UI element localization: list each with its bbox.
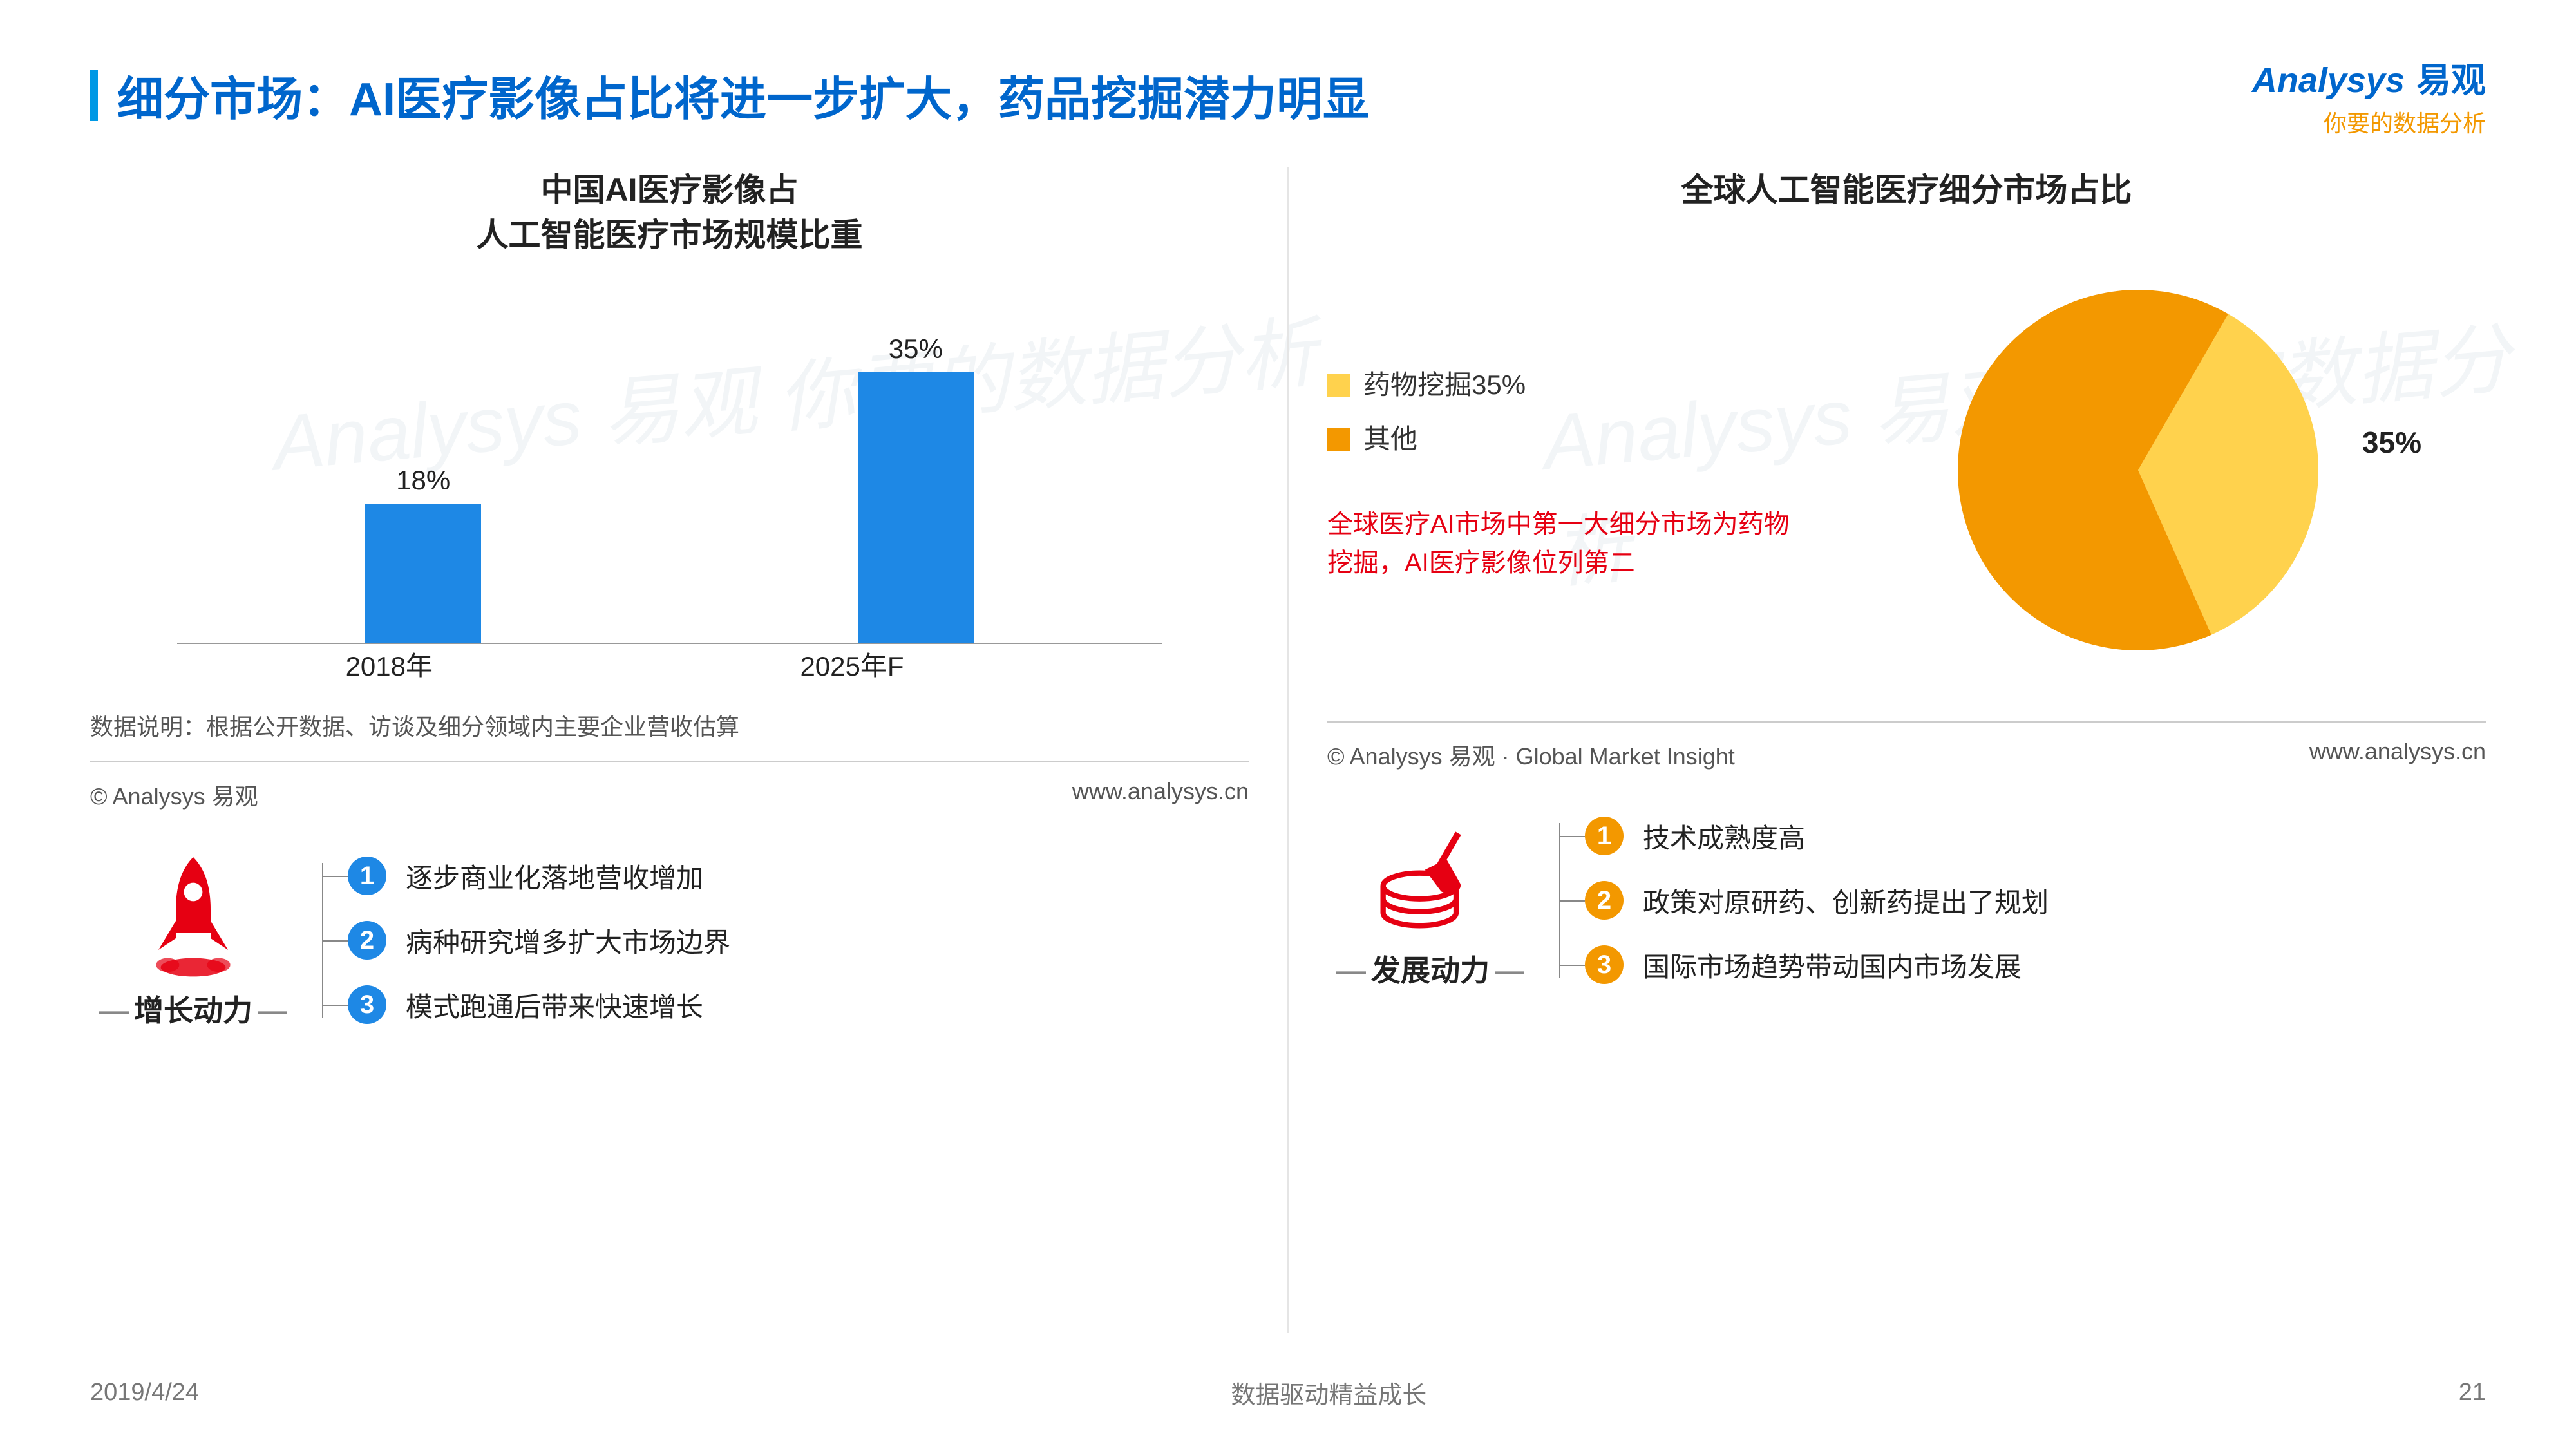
growth-driver-list: 1 逐步商业化落地营收增加 2 病种研究增多扩大市场边界 3 模式跑通后带来快速增长	[296, 844, 1249, 1037]
driver-num: 2	[348, 921, 386, 960]
driver-item-1: 1 技术成熟度高	[1585, 804, 2486, 868]
driver-num: 1	[348, 857, 386, 895]
legend-item: 其他	[1327, 412, 1791, 466]
left-column: 中国AI医疗影像占 人工智能医疗市场规模比重 18% 35% 2018年 2025年…	[90, 167, 1287, 1333]
bar-x-label: 2025年F	[788, 645, 916, 684]
footer: 2019/4/24 数据驱动精益成长 21	[90, 1375, 2486, 1410]
pie-note: 全球医疗AI市场中第一大细分市场为药物挖掘，AI医疗影像位列第二	[1327, 505, 1791, 582]
logo-cn: 易观	[2416, 61, 2486, 100]
footer-date: 2019/4/24	[90, 1379, 199, 1406]
bar-0: 18%	[359, 465, 488, 643]
pie-area: 药物挖掘35%其他 全球医疗AI市场中第一大细分市场为药物挖掘，AI医疗影像位列…	[1327, 238, 2486, 702]
driver-text: 模式跑通后带来快速增长	[406, 985, 703, 1025]
driver-text: 逐步商业化落地营收增加	[406, 857, 703, 896]
footer-page: 21	[2459, 1379, 2486, 1406]
bar-chart-title: 中国AI医疗影像占 人工智能医疗市场规模比重	[90, 167, 1249, 258]
driver-text: 病种研究增多扩大市场边界	[406, 921, 730, 960]
driver-text: 技术成熟度高	[1643, 817, 1805, 856]
legend-swatch	[1327, 428, 1350, 451]
content: 中国AI医疗影像占 人工智能医疗市场规模比重 18% 35% 2018年 2025年…	[90, 167, 2486, 1333]
driver-item-3: 3 模式跑通后带来快速增长	[348, 972, 1249, 1037]
header: 细分市场：AI医疗影像占比将进一步扩大，药品挖掘潜力明显 Analysys 易观 …	[90, 52, 2486, 138]
legend-label: 药物挖掘35%	[1363, 358, 1526, 412]
legend-label: 其他	[1363, 412, 1417, 466]
driver-num: 2	[1585, 881, 1624, 920]
bar-1: 35%	[851, 334, 980, 643]
driver-text: 政策对原研药、创新药提出了规划	[1643, 881, 2049, 920]
legend-item: 药物挖掘35%	[1327, 358, 1791, 412]
rocket-icon	[135, 851, 251, 980]
dev-driver-list: 1 技术成熟度高 2 政策对原研药、创新药提出了规划 3 国际市场趋势带动国内市场发展	[1533, 804, 2486, 997]
copyright: © Analysys 易观	[90, 778, 258, 811]
pie-chart-title: 全球人工智能医疗细分市场占比	[1327, 167, 2486, 213]
title-block: 细分市场：AI医疗影像占比将进一步扩大，药品挖掘潜力明显	[90, 61, 1369, 129]
url: www.analysys.cn	[2309, 738, 2486, 772]
growth-driver-section: 增长动力 1 逐步商业化落地营收增加 2 病种研究增多扩大市场边界 3 模式跑通后带来快速…	[90, 844, 1249, 1037]
driver-num: 3	[1585, 945, 1624, 984]
dev-driver-section: 发展动力 1 技术成熟度高 2 政策对原研药、创新药提出了规划 3 国际市场趋势带动国内市…	[1327, 804, 2486, 997]
attribution-right: © Analysys 易观 · Global Market Insight ww…	[1327, 721, 2486, 772]
logo: Analysys 易观 你要的数据分析	[2252, 52, 2486, 138]
driver-item-1: 1 逐步商业化落地营收增加	[348, 844, 1249, 908]
driver-num: 3	[348, 985, 386, 1024]
bar-rect	[858, 372, 974, 643]
attribution-left: © Analysys 易观 www.analysys.cn	[90, 761, 1249, 811]
pie-slice-label: 35%	[2362, 425, 2421, 460]
data-note: 数据说明：根据公开数据、访谈及细分领域内主要企业营收估算	[90, 708, 1249, 742]
pie-legend: 药物挖掘35%其他 全球医疗AI市场中第一大细分市场为药物挖掘，AI医疗影像位列…	[1327, 358, 1791, 582]
right-column: 全球人工智能医疗细分市场占比 药物挖掘35%其他 全球医疗AI市场中第一大细分市…	[1287, 167, 2486, 1333]
legend-swatch	[1327, 374, 1350, 397]
logo-tagline: 你要的数据分析	[2252, 105, 2486, 138]
growth-heading: 增长动力	[90, 987, 296, 1030]
logo-en: Analysys	[2252, 61, 2405, 100]
shovel-db-icon	[1366, 811, 1495, 940]
bar-chart: 18% 35% 2018年 2025年F	[177, 296, 1162, 696]
dev-heading: 发展动力	[1327, 947, 1533, 990]
copyright: © Analysys 易观 · Global Market Insight	[1327, 738, 1735, 772]
driver-num: 1	[1585, 817, 1624, 855]
driver-item-2: 2 政策对原研药、创新药提出了规划	[1585, 868, 2486, 933]
bar-value-label: 35%	[889, 334, 943, 365]
title-accent-bar	[90, 70, 98, 121]
driver-item-3: 3 国际市场趋势带动国内市场发展	[1585, 933, 2486, 997]
footer-center: 数据驱动精益成长	[1231, 1375, 1426, 1410]
pie-chart: 35%	[1791, 277, 2486, 663]
bar-value-label: 18%	[396, 465, 450, 496]
driver-text: 国际市场趋势带动国内市场发展	[1643, 945, 2022, 985]
url: www.analysys.cn	[1072, 778, 1249, 811]
driver-item-2: 2 病种研究增多扩大市场边界	[348, 908, 1249, 972]
page-title: 细分市场：AI医疗影像占比将进一步扩大，药品挖掘潜力明显	[117, 61, 1369, 129]
bar-rect	[365, 504, 481, 643]
bar-x-label: 2018年	[325, 645, 453, 684]
